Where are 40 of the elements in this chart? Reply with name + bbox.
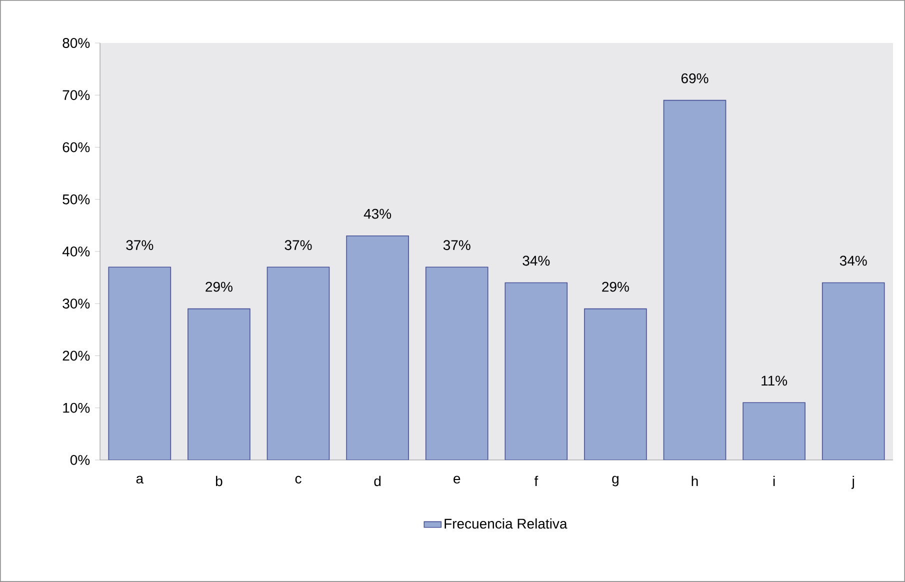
bar (584, 308, 647, 460)
x-tick-label: h (692, 476, 698, 486)
y-tick-label: 80% (62, 38, 90, 48)
bar (266, 266, 330, 460)
y-tick-label: 40% (62, 246, 90, 256)
data-label: 37% (126, 240, 154, 250)
x-tick-label: a (136, 476, 144, 484)
x-tick-label: e (454, 476, 460, 484)
x-tick-label: b (216, 476, 222, 486)
data-label: 43% (364, 208, 392, 219)
x-tick-label: f (534, 476, 538, 486)
y-tick-label: 30% (62, 298, 90, 309)
y-tick-label: 60% (62, 142, 90, 152)
x-tick-label: g (612, 476, 618, 486)
data-label: 69% (681, 73, 708, 84)
bar (425, 266, 488, 460)
y-tick-label: 20% (62, 350, 90, 361)
bar (742, 402, 806, 460)
y-tick-label: 70% (62, 90, 90, 100)
x-tick-label: c (295, 476, 302, 484)
x-tick-label: j (851, 476, 854, 489)
bar (663, 100, 726, 460)
data-label: 34% (522, 256, 550, 266)
data-label: 37% (284, 240, 312, 250)
bar (504, 282, 568, 460)
bar (346, 235, 409, 460)
y-tick-label: 0% (70, 455, 90, 465)
bar (108, 266, 172, 460)
data-label: 29% (602, 282, 629, 292)
bar (822, 282, 885, 460)
data-label: 11% (762, 376, 788, 386)
data-label: 29% (206, 282, 232, 292)
bar (188, 308, 250, 460)
x-tick-label: i (773, 476, 775, 486)
legend-label: Frecuencia Relativa (444, 518, 568, 529)
y-tick-label: 10% (63, 402, 90, 413)
y-tick-label: 50% (62, 194, 90, 204)
x-tick-label: d (374, 476, 381, 486)
data-label: 34% (840, 256, 867, 266)
data-label: 37% (443, 240, 470, 250)
